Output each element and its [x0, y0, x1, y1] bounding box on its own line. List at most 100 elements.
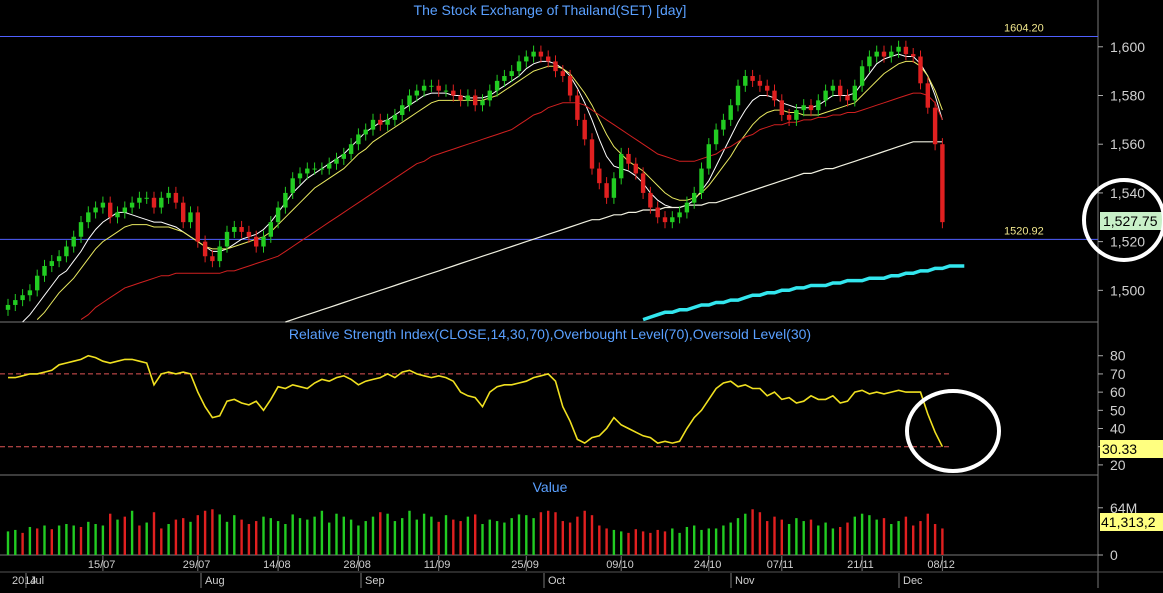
- value-bar: [459, 521, 462, 555]
- value-bar: [700, 529, 703, 555]
- value-bar: [6, 531, 10, 555]
- candle-body: [268, 222, 273, 237]
- candle-body: [597, 168, 602, 184]
- value-bar: [328, 522, 331, 555]
- value-bar: [649, 532, 652, 555]
- candle-body: [122, 207, 127, 213]
- value-bar: [87, 521, 90, 555]
- candle-body: [546, 56, 551, 62]
- candle-body: [896, 46, 901, 52]
- value-bar: [941, 528, 944, 555]
- x-axis: 15/07 29/07 14/08 28/08 11/09 25/09 09/10 24/10…: [12, 556, 955, 588]
- candlestick: [283, 186, 288, 214]
- candle-body: [881, 51, 887, 57]
- value-bar: [904, 516, 908, 555]
- candle-body: [443, 90, 449, 92]
- value-bars: [6, 509, 944, 555]
- value-bar: [933, 524, 937, 555]
- candlestick: [319, 162, 325, 175]
- candlestick: [808, 99, 814, 117]
- candlestick: [195, 206, 200, 248]
- value-panel-title: Value: [533, 479, 568, 495]
- value-bar: [875, 519, 878, 555]
- candlestick: [684, 196, 690, 219]
- candlestick: [115, 206, 120, 224]
- candle-body: [385, 119, 390, 125]
- candle-body: [115, 212, 120, 218]
- candlestick: [451, 84, 456, 102]
- candle-body: [86, 212, 91, 223]
- value-bar: [262, 516, 265, 555]
- candlestick: [370, 113, 376, 136]
- candlestick: [589, 133, 595, 175]
- candlestick: [305, 162, 310, 180]
- value-bar: [72, 525, 75, 555]
- x-day-label: 29/07: [183, 559, 211, 571]
- candle-body: [246, 231, 252, 237]
- value-bar: [693, 525, 696, 555]
- value-bar: [444, 515, 448, 555]
- candlestick: [86, 206, 91, 229]
- candlestick: [597, 162, 602, 190]
- candle-body: [524, 56, 529, 62]
- candle-body: [560, 71, 565, 77]
- price-panel-title: The Stock Exchange of Thailand(SET) [day…: [414, 2, 687, 18]
- value-bar: [94, 524, 97, 555]
- candle-body: [655, 207, 660, 218]
- candle-body: [743, 76, 748, 86]
- candlestick: [13, 293, 18, 312]
- candlestick: [494, 74, 500, 97]
- candlestick: [458, 89, 463, 107]
- horizontal-markers: 1604.20 1520.92: [0, 23, 1098, 240]
- candlestick: [633, 157, 638, 180]
- rsi-panel-title: Relative Strength Index(CLOSE,14,30,70),…: [289, 326, 811, 342]
- candle-body: [312, 168, 317, 170]
- value-bar: [561, 521, 564, 555]
- candlestick: [487, 84, 492, 107]
- value-bar: [554, 512, 557, 555]
- candle-body: [940, 144, 945, 223]
- value-bar: [474, 514, 477, 555]
- candlestick: [20, 289, 25, 307]
- candle-body: [35, 275, 40, 291]
- candle-body: [210, 256, 215, 262]
- candlestick: [232, 220, 237, 238]
- candle-body: [49, 261, 54, 266]
- candle-body: [202, 241, 208, 257]
- x-day-label: 09/10: [606, 559, 634, 571]
- price-tick-label: 1,520: [1110, 234, 1145, 250]
- candlestick: [896, 40, 901, 58]
- candle-body: [400, 105, 405, 115]
- x-day-label: 25/09: [511, 559, 539, 571]
- value-bar: [641, 531, 645, 555]
- candlestick: [838, 79, 843, 102]
- value-bar: [211, 509, 214, 555]
- candle-body: [283, 192, 288, 208]
- candle-body: [553, 61, 558, 72]
- moving-average-5: [642, 264, 965, 322]
- candle-body: [56, 256, 62, 262]
- price-current-value: 1,527.75: [1103, 213, 1158, 229]
- candle-body: [830, 85, 836, 91]
- candle-body: [327, 163, 332, 169]
- candle-body: [633, 163, 638, 174]
- candle-body: [509, 71, 514, 77]
- candlestick: [889, 45, 894, 63]
- candlestick: [786, 108, 792, 126]
- candle-body: [341, 153, 346, 159]
- x-day-label: 14/08: [263, 559, 291, 571]
- value-bar: [663, 531, 667, 555]
- value-current-value-box: 41,313,2: [1100, 513, 1163, 531]
- candlestick: [509, 65, 514, 83]
- candle-body: [765, 85, 770, 91]
- value-bar: [36, 528, 39, 555]
- candlestick: [42, 259, 47, 282]
- candle-body: [662, 217, 668, 223]
- value-bar: [284, 524, 287, 555]
- value-bar: [678, 532, 681, 555]
- candlestick: [224, 225, 230, 253]
- candle-body: [611, 178, 617, 198]
- candle-body: [772, 90, 777, 101]
- value-bar: [495, 521, 499, 555]
